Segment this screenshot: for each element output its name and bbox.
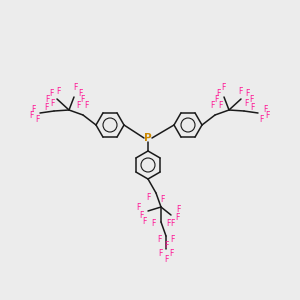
Text: F: F bbox=[244, 98, 248, 107]
Text: F: F bbox=[78, 88, 82, 98]
Text: F: F bbox=[245, 89, 249, 98]
Text: F: F bbox=[166, 220, 170, 229]
Text: F: F bbox=[249, 95, 253, 104]
Text: F: F bbox=[218, 100, 222, 109]
Text: F: F bbox=[214, 94, 218, 103]
Text: F: F bbox=[136, 203, 140, 212]
Text: F: F bbox=[44, 103, 48, 112]
Text: F: F bbox=[45, 95, 49, 104]
Text: F: F bbox=[146, 194, 150, 202]
Text: F: F bbox=[221, 83, 225, 92]
Text: F: F bbox=[158, 250, 162, 259]
Text: F: F bbox=[250, 103, 254, 112]
Text: F: F bbox=[50, 98, 54, 107]
Text: F: F bbox=[169, 250, 173, 259]
Text: F: F bbox=[80, 94, 84, 103]
Text: F: F bbox=[160, 196, 164, 205]
Text: F: F bbox=[259, 116, 263, 124]
Text: F: F bbox=[164, 256, 168, 265]
Text: F: F bbox=[170, 236, 174, 244]
Text: F: F bbox=[176, 206, 180, 214]
Text: F: F bbox=[35, 116, 39, 124]
Text: F: F bbox=[263, 104, 267, 113]
Text: F: F bbox=[29, 112, 33, 121]
Text: F: F bbox=[170, 218, 174, 227]
Text: F: F bbox=[265, 112, 269, 121]
Text: F: F bbox=[73, 83, 77, 92]
Text: F: F bbox=[56, 86, 60, 95]
Text: F: F bbox=[216, 88, 220, 98]
Text: F: F bbox=[151, 220, 155, 229]
Text: F: F bbox=[139, 211, 143, 220]
Text: F: F bbox=[157, 236, 161, 244]
Text: F: F bbox=[76, 100, 80, 109]
Text: F: F bbox=[238, 86, 242, 95]
Text: F: F bbox=[175, 212, 179, 221]
Text: F: F bbox=[84, 101, 88, 110]
Text: F: F bbox=[49, 89, 53, 98]
Text: F: F bbox=[210, 101, 214, 110]
Text: P: P bbox=[144, 133, 152, 143]
Text: F: F bbox=[142, 217, 146, 226]
Text: F: F bbox=[31, 104, 35, 113]
Text: F: F bbox=[164, 242, 168, 250]
